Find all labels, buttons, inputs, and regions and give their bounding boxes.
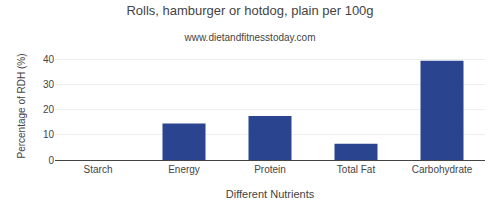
svg-text:www.dietandfitnesstoday.com: www.dietandfitnesstoday.com — [184, 32, 316, 43]
svg-text:Total Fat: Total Fat — [337, 164, 376, 175]
svg-text:0: 0 — [48, 155, 54, 166]
svg-text:Carbohydrate: Carbohydrate — [412, 164, 473, 175]
svg-text:Protein: Protein — [254, 164, 286, 175]
svg-text:40: 40 — [43, 54, 55, 65]
svg-text:30: 30 — [43, 79, 55, 90]
svg-text:Starch: Starch — [84, 164, 113, 175]
svg-text:10: 10 — [43, 129, 55, 140]
svg-text:20: 20 — [43, 104, 55, 115]
svg-text:Rolls, hamburger or hotdog, pl: Rolls, hamburger or hotdog, plain per 10… — [126, 3, 373, 18]
svg-text:Energy: Energy — [168, 164, 200, 175]
svg-text:Percentage of RDH (%): Percentage of RDH (%) — [16, 53, 27, 158]
svg-text:Different Nutrients: Different Nutrients — [226, 188, 315, 200]
